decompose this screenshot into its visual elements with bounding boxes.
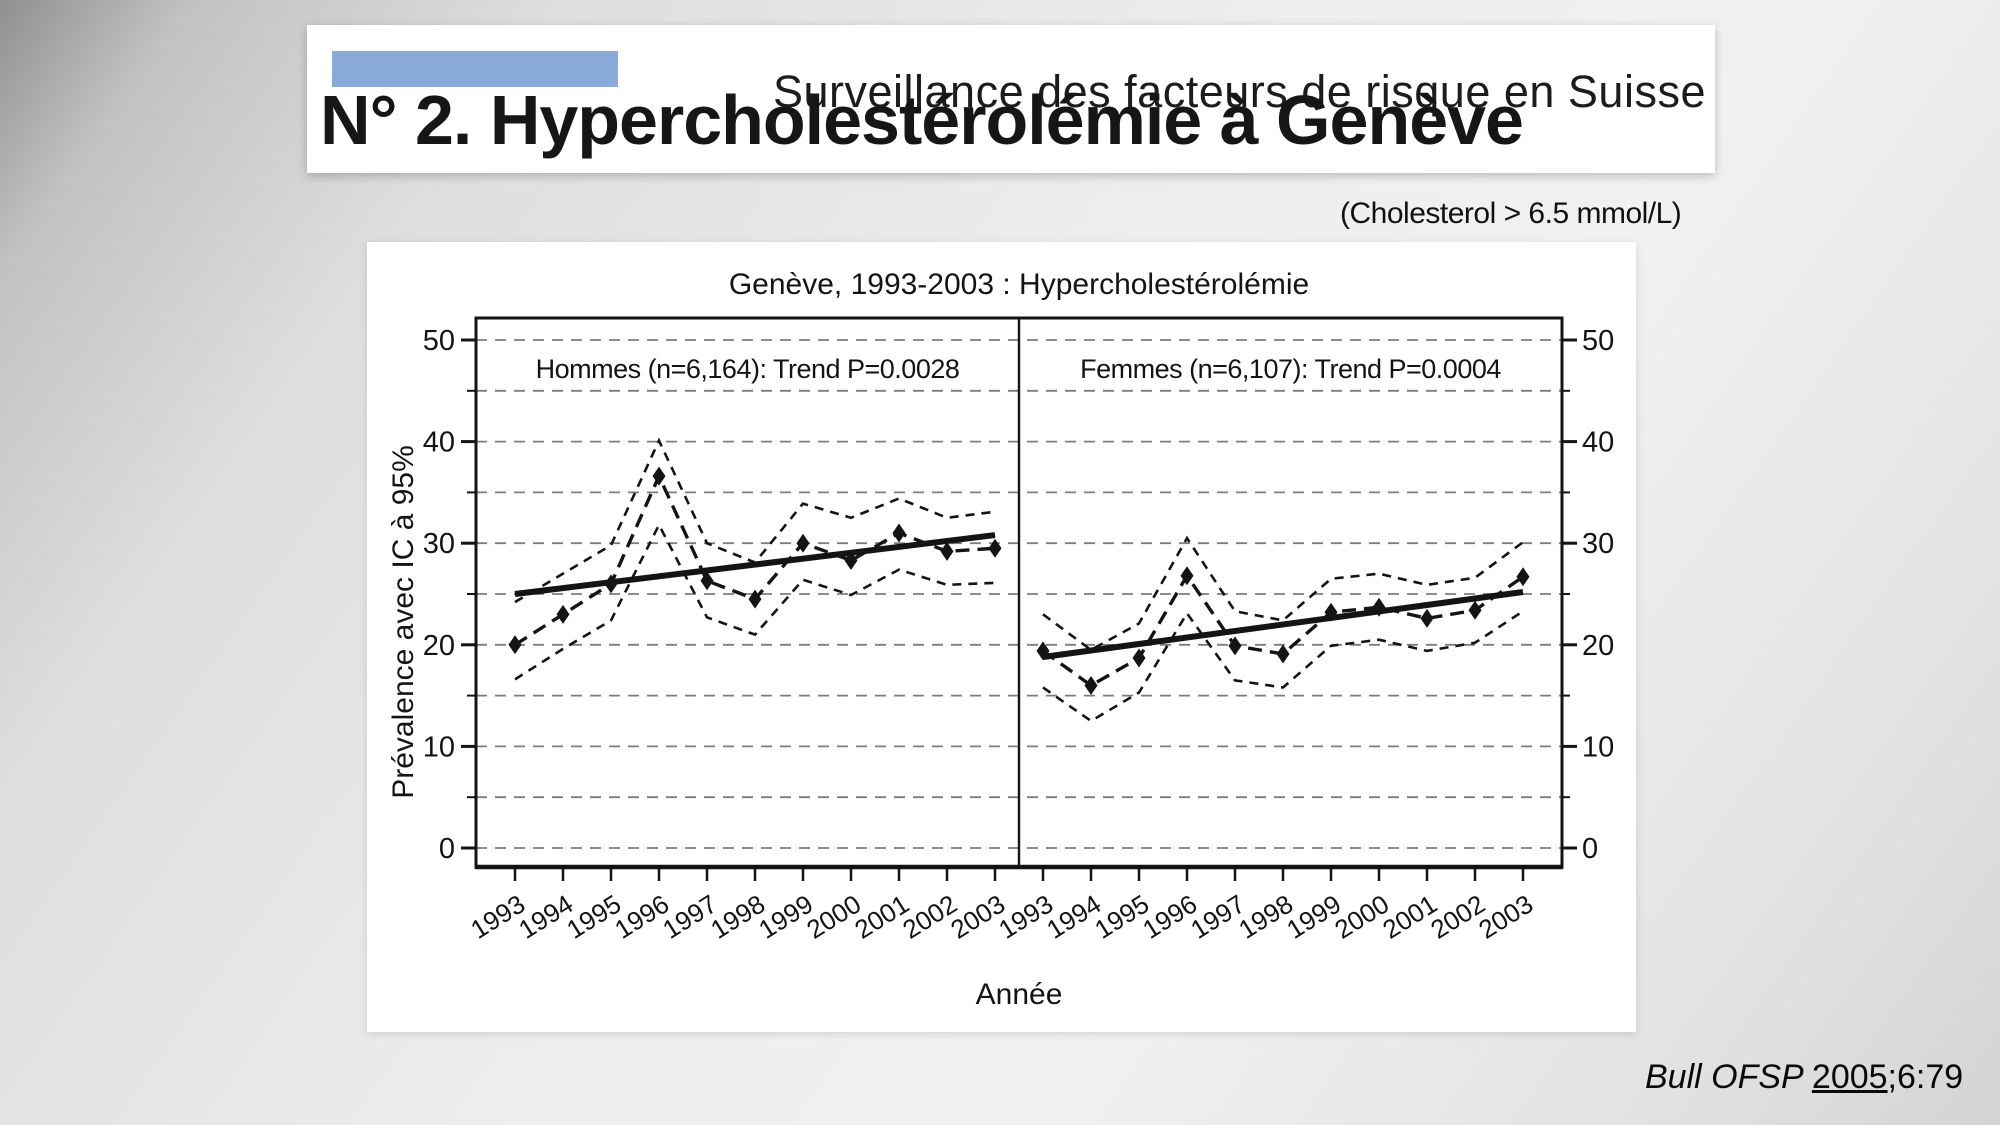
y-tick-label-left: 40 [423,427,455,459]
x-axis-title: Année [976,978,1063,1011]
y-tick-label-right: 20 [1582,630,1614,662]
data-point-diamond [508,635,522,655]
data-point-diamond [1468,600,1482,620]
data-point-diamond [1516,567,1530,587]
x-tick-label: 2003 [1473,889,1538,945]
cholesterol-threshold-note: (Cholesterol > 6.5 mmol/L) [1340,197,1682,230]
y-tick-label-left: 10 [423,731,455,763]
y-tick-label-right: 50 [1582,325,1614,357]
prevalence-chart: Hommes (n=6,164): Trend P=0.002819931994… [387,316,1614,1011]
page-title: N° 2. Hypercholestérolémie à Genève [320,81,1524,159]
ci-lower-line [514,522,996,681]
panel-femmes [1036,535,1530,723]
data-point-diamond [940,541,954,561]
data-point-diamond [700,571,714,591]
header-kicker: Surveillance des facteurs de risque en S… [772,66,1706,117]
y-axis-title: Prévalence avec IC à 95% [387,445,420,799]
data-point-diamond [1036,641,1050,661]
ci-lower-line [1042,610,1524,723]
y-tick-label-left: 50 [423,325,455,357]
data-point-diamond [1084,675,1098,695]
data-point-diamond [1420,608,1434,628]
data-point-diamond [1324,602,1338,622]
data-point-diamond [796,533,810,553]
data-point-diamond [1132,648,1146,668]
y-tick-label-left: 0 [439,833,455,865]
trend-line [1042,588,1524,660]
data-point-diamond [988,538,1002,558]
data-point-diamond [604,574,618,594]
panel-hommes [508,437,1002,681]
citation-pages: ;6:79 [1887,1058,1964,1096]
y-tick-label-right: 0 [1582,833,1598,865]
chart-box: Genève, 1993-2003 : Hypercholestérolémie… [367,242,1636,1032]
data-point-diamond [1276,644,1290,664]
header-box: Surveillance des facteurs de risque en S… [307,25,1715,173]
y-tick-label-right: 40 [1582,427,1614,459]
data-point-diamond [652,466,666,486]
data-point-diamond [556,604,570,624]
citation: Bull OFSP 2005;6:79 [1645,1058,1963,1097]
citation-journal: Bull OFSP [1645,1058,1812,1096]
panel-label: Femmes (n=6,107): Trend P=0.0004 [1080,354,1501,384]
data-point-diamond [1372,597,1386,617]
y-tick-label-left: 20 [423,630,455,662]
data-point-diamond [844,550,858,570]
ci-upper-line [1042,535,1524,652]
trend-line [514,532,996,597]
citation-year: 2005 [1811,1058,1888,1096]
y-tick-label-right: 10 [1582,731,1614,763]
y-tick-label-left: 30 [423,528,455,560]
data-point-diamond [1228,636,1242,656]
data-point-diamond [1180,566,1194,586]
y-tick-label-right: 30 [1582,528,1614,560]
prevalence-line [1042,572,1524,688]
chart-title: Genève, 1993-2003 : Hypercholestérolémie [728,268,1310,301]
panel-label: Hommes (n=6,164): Trend P=0.0028 [536,354,960,384]
data-point-diamond [892,523,906,543]
accent-bar [332,51,618,87]
data-point-diamond [748,589,762,609]
